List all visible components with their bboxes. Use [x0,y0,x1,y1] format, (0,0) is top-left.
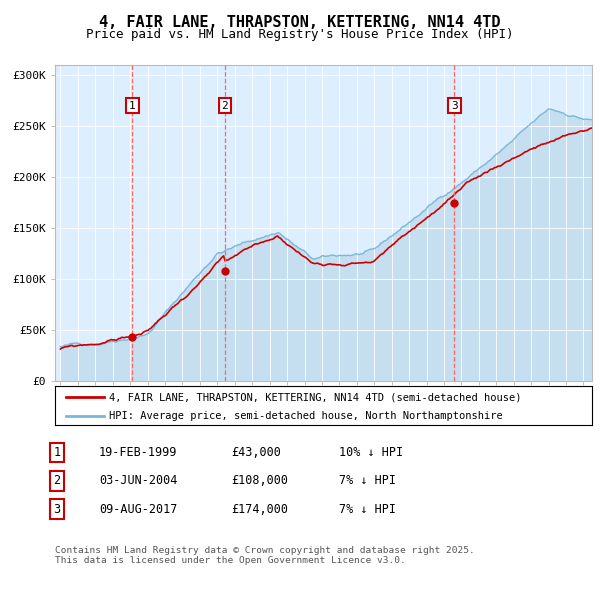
Text: 03-JUN-2004: 03-JUN-2004 [99,474,178,487]
Text: £108,000: £108,000 [231,474,288,487]
Text: 09-AUG-2017: 09-AUG-2017 [99,503,178,516]
Text: 10% ↓ HPI: 10% ↓ HPI [339,446,403,459]
Text: 4, FAIR LANE, THRAPSTON, KETTERING, NN14 4TD (semi-detached house): 4, FAIR LANE, THRAPSTON, KETTERING, NN14… [109,392,521,402]
Text: 1: 1 [129,101,136,111]
Text: 1: 1 [53,446,61,459]
Text: 7% ↓ HPI: 7% ↓ HPI [339,474,396,487]
Text: Contains HM Land Registry data © Crown copyright and database right 2025.
This d: Contains HM Land Registry data © Crown c… [55,546,475,565]
Text: 3: 3 [451,101,458,111]
Text: 7% ↓ HPI: 7% ↓ HPI [339,503,396,516]
Text: 3: 3 [53,503,61,516]
Text: £174,000: £174,000 [231,503,288,516]
Text: 2: 2 [221,101,228,111]
Text: HPI: Average price, semi-detached house, North Northamptonshire: HPI: Average price, semi-detached house,… [109,411,503,421]
Text: £43,000: £43,000 [231,446,281,459]
Text: 2: 2 [53,474,61,487]
Text: 4, FAIR LANE, THRAPSTON, KETTERING, NN14 4TD: 4, FAIR LANE, THRAPSTON, KETTERING, NN14… [99,15,501,30]
Text: 19-FEB-1999: 19-FEB-1999 [99,446,178,459]
Text: Price paid vs. HM Land Registry's House Price Index (HPI): Price paid vs. HM Land Registry's House … [86,28,514,41]
